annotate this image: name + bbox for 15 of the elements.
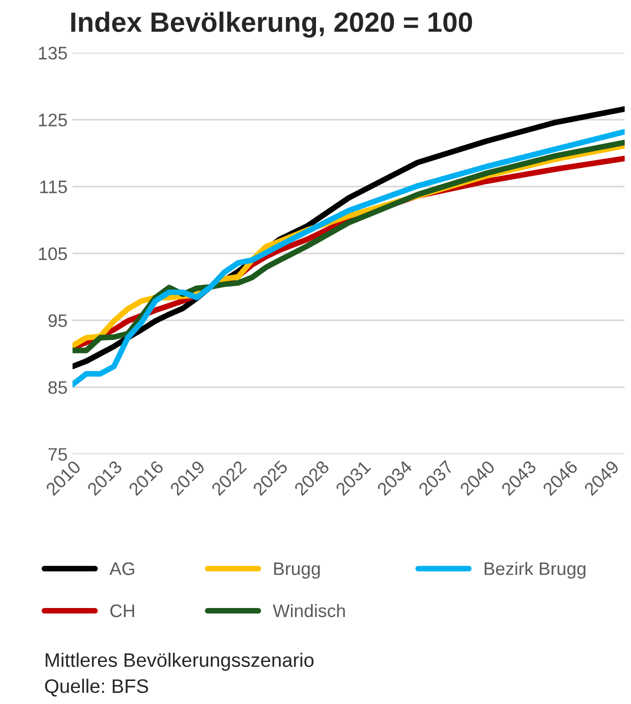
chart-title: Index Bevölkerung, 2020 = 100 <box>71 12 472 38</box>
legend-label: CH <box>110 604 134 618</box>
legend-label: Brugg <box>274 562 320 579</box>
y-tick-label: 135 <box>38 46 67 60</box>
legend-label: Windisch <box>272 604 345 618</box>
y-tick-label: 125 <box>38 114 67 126</box>
text: Mittleres Bevölkerungsszenario <box>46 652 314 671</box>
y-tick-label: 85 <box>48 381 67 394</box>
y-tick-label: 115 <box>40 180 67 194</box>
y-tick-label: 75 <box>48 448 67 461</box>
y-tick-label: 105 <box>38 247 67 260</box>
legend-label: AG <box>109 562 134 576</box>
legend-label: Bezirk Brugg <box>484 562 586 579</box>
source-note: Quelle: BFS <box>45 678 148 697</box>
y-tick-label: 95 <box>48 314 67 328</box>
